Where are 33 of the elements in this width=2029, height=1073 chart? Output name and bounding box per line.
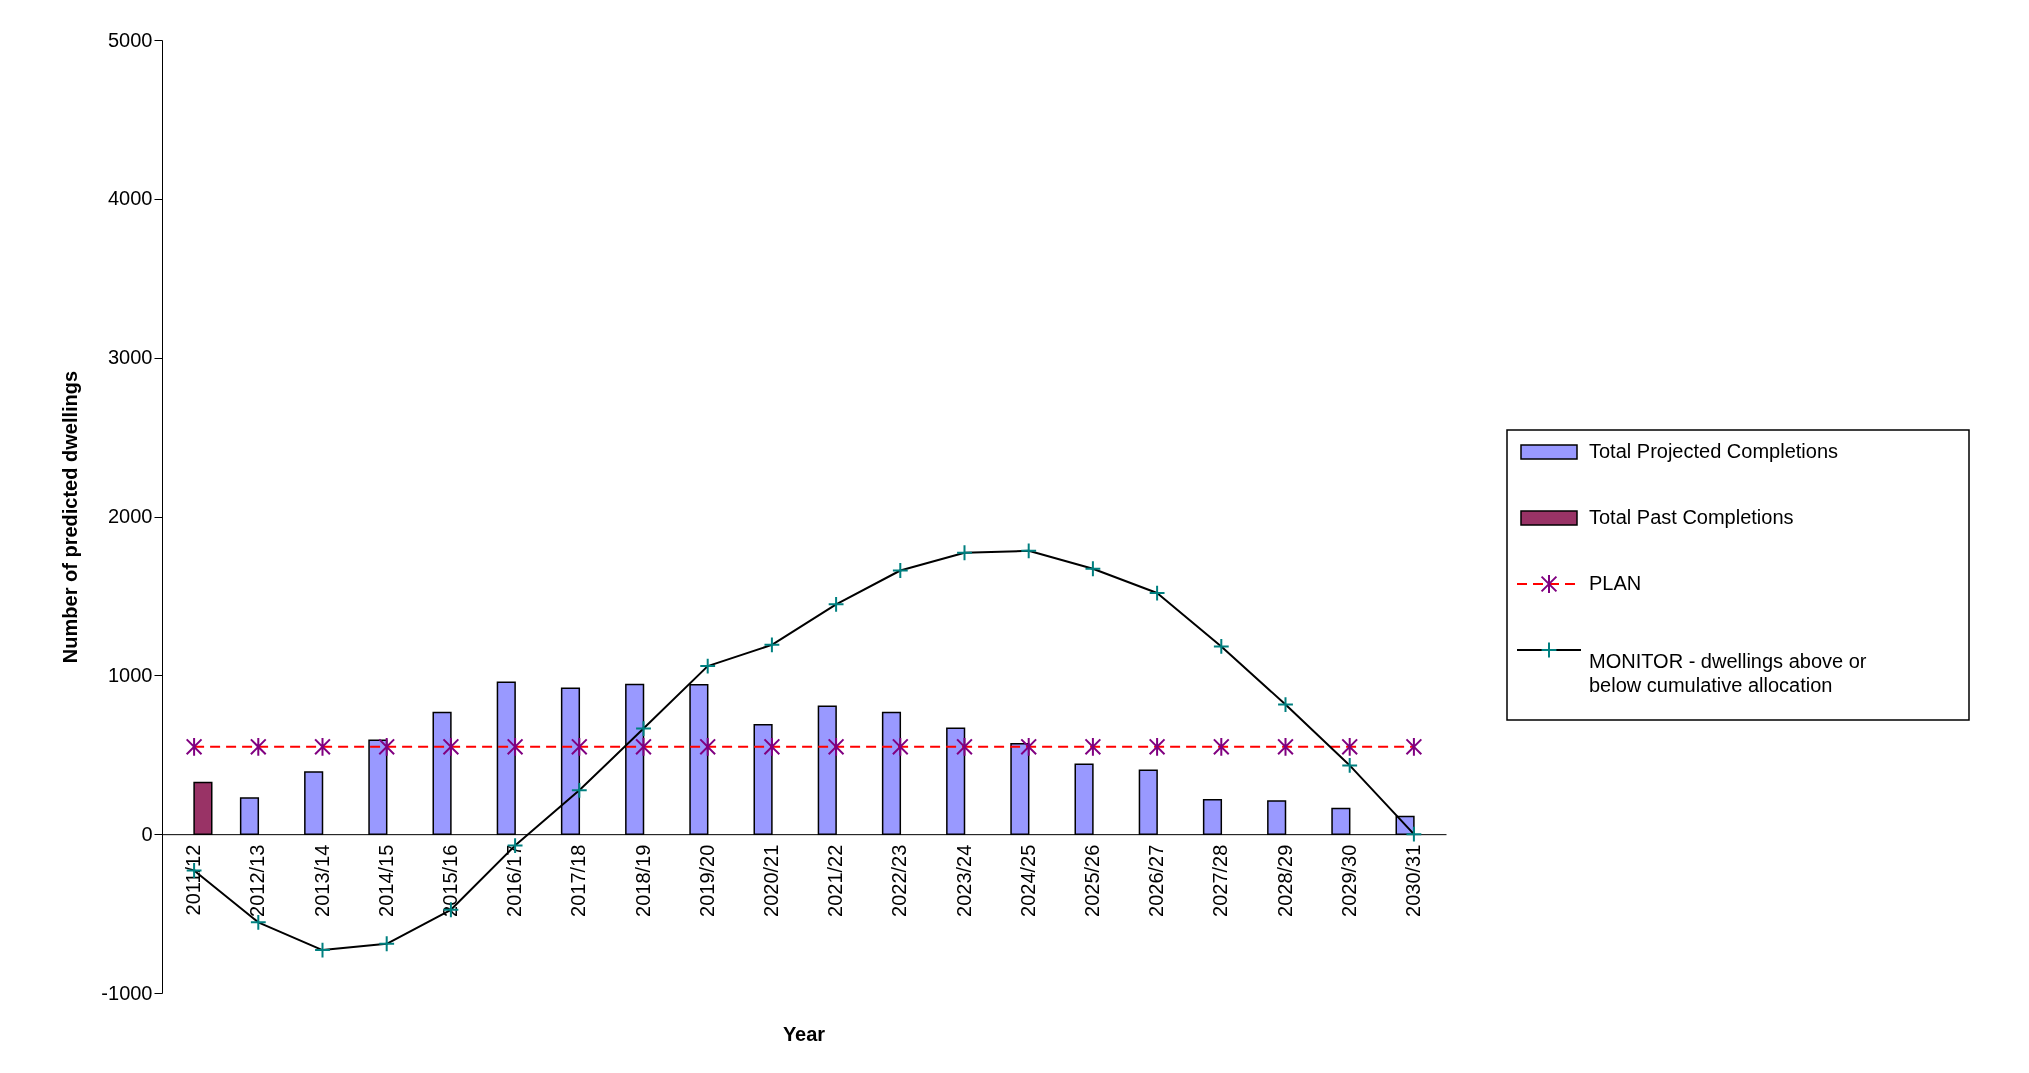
legend-label: PLAN [1589, 572, 1642, 594]
y-tick-label: 4000 [108, 187, 153, 210]
x-tick-label: 2026/27 [1145, 844, 1168, 917]
x-tick-label: 2030/31 [1401, 844, 1424, 917]
y-tick-label: 5000 [108, 28, 153, 51]
x-tick-label: 2018/19 [631, 844, 654, 917]
y-tick-label: 1000 [108, 663, 153, 686]
x-axis-title: Year [782, 1023, 826, 1045]
x-tick-label: 2028/29 [1273, 844, 1296, 917]
x-tick-label: 2022/23 [888, 844, 911, 917]
x-tick-label: 2027/28 [1209, 844, 1232, 917]
x-tick-label: 2021/22 [824, 844, 847, 917]
y-tick-label: 2000 [108, 505, 153, 527]
legend-label: Total Projected Completions [1589, 440, 1839, 462]
legend-label: Total Past Completions [1589, 506, 1794, 528]
legend-label: MONITOR - dwellings above or below cumulative allocation [1589, 650, 1867, 696]
y-axis-title: Number of predicted dwellings [59, 370, 82, 664]
x-tick-label: 2024/25 [1016, 844, 1039, 917]
y-tick-label: -1000 [101, 981, 153, 1004]
x-tick-label: 2013/14 [310, 844, 333, 917]
x-tick-label: 2017/18 [567, 844, 590, 917]
x-tick-label: 2019/20 [695, 844, 718, 917]
x-tick-label: 2015/16 [438, 844, 461, 917]
x-tick-label: 2011/12 [182, 844, 205, 916]
x-tick-label: 2014/15 [374, 844, 397, 917]
x-tick-label: 2023/24 [952, 844, 975, 917]
y-tick-label: 3000 [108, 346, 153, 369]
x-tick-label: 2016/17 [503, 844, 526, 917]
x-tick-label: 2029/30 [1337, 844, 1360, 917]
x-tick-label: 2012/13 [246, 844, 269, 917]
x-tick-label: 2025/26 [1080, 844, 1103, 917]
y-tick-label: 0 [141, 822, 153, 845]
x-tick-label: 2020/21 [759, 844, 782, 917]
